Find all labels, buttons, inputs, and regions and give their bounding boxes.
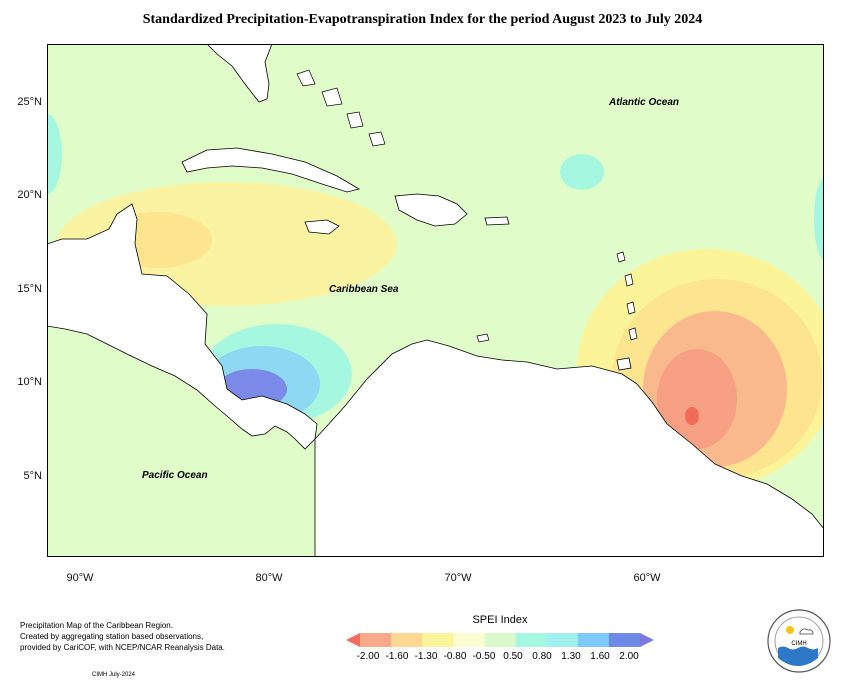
legend-tick: 1.30 <box>561 651 581 662</box>
legend-tick: -0.80 <box>443 651 467 662</box>
cuba <box>181 147 361 193</box>
legend-title: SPEI Index <box>472 614 528 626</box>
land-masses <box>47 44 824 557</box>
caribbean-sea-label: Caribbean Sea <box>329 284 399 295</box>
bahamas-2 <box>321 87 343 107</box>
map-canvas <box>47 44 824 557</box>
lat-label-10n: 10°N <box>17 376 42 388</box>
bahamas-3 <box>346 111 364 129</box>
lon-label-80w: 80°W <box>255 572 283 584</box>
lesser-antilles-3 <box>626 301 636 315</box>
legend-tick: -0.50 <box>472 651 496 662</box>
legend-swatch <box>515 633 548 647</box>
legend-swatch <box>346 633 360 647</box>
legend-tick: 1.60 <box>590 651 610 662</box>
lat-label-15n: 15°N <box>17 283 42 295</box>
hispaniola <box>394 193 468 227</box>
legend-tick: -2.00 <box>356 651 380 662</box>
yucatan-central-america <box>47 203 318 450</box>
dry-core-east <box>657 349 737 449</box>
spei-map <box>47 44 824 557</box>
florida <box>206 44 273 103</box>
lesser-antilles-2 <box>624 273 634 287</box>
lat-label-25n: 25°N <box>17 96 42 108</box>
legend-swatch <box>422 633 454 647</box>
lon-label-60w: 60°W <box>633 572 661 584</box>
bahamas-1 <box>296 69 316 87</box>
footer-line-2: Created by aggregating station based obs… <box>20 632 204 641</box>
trinidad <box>616 357 632 371</box>
south-america <box>314 339 824 557</box>
aruba-curacao <box>476 333 490 343</box>
logo-text: CIMH <box>791 641 806 647</box>
lon-label-70w: 70°W <box>444 572 472 584</box>
sun-icon <box>786 626 794 634</box>
legend-tick-labels: -2.00 -1.60 -1.30 -0.80 -0.50 0.50 0.80 … <box>346 651 654 665</box>
island-details <box>296 69 638 343</box>
jamaica <box>304 219 340 235</box>
legend-swatch <box>453 633 485 647</box>
footer-line-3: provided by CariCOF, with NCEP/NCAR Rean… <box>20 643 225 652</box>
map-title: Standardized Precipitation-Evapotranspir… <box>142 12 703 27</box>
cimh-logo: CIMH <box>767 609 831 673</box>
map-border <box>47 44 824 557</box>
atlantic-ocean-label: Atlantic Ocean <box>609 97 680 108</box>
legend-swatch <box>640 633 654 647</box>
pacific-ocean-label: Pacific Ocean <box>142 470 208 481</box>
footer-line-1: Precipitation Map of the Caribbean Regio… <box>20 621 173 630</box>
lon-label-90w: 90°W <box>66 572 94 584</box>
lesser-antilles-1 <box>616 251 626 263</box>
legend-tick: -1.30 <box>414 651 438 662</box>
puerto-rico <box>484 216 510 226</box>
legend-swatch <box>608 633 641 647</box>
wet-edge-west <box>47 114 62 194</box>
legend-swatches <box>346 633 654 647</box>
legend-swatch <box>391 633 423 647</box>
lesser-antilles-4 <box>628 327 638 341</box>
legend-swatch <box>484 633 517 647</box>
waves-icon <box>778 646 818 666</box>
legend-tick: -1.60 <box>385 651 409 662</box>
legend-tick: 2.00 <box>619 651 639 662</box>
legend-swatch <box>360 633 392 647</box>
cloud-icon <box>799 628 814 635</box>
dry-peak-east <box>685 407 699 425</box>
bahamas-4 <box>368 131 386 147</box>
lat-label-20n: 20°N <box>17 189 42 201</box>
wet-spot-atlantic <box>560 154 604 190</box>
legend-swatch <box>577 633 610 647</box>
lat-label-5n: 5°N <box>23 470 42 482</box>
legend-colorbar <box>346 633 654 647</box>
footer-description: Precipitation Map of the Caribbean Regio… <box>20 620 225 653</box>
footer-credit: CIMH July-2024 <box>92 672 136 678</box>
legend-swatch <box>546 633 579 647</box>
legend-tick: 0.80 <box>532 651 552 662</box>
wet-edge-east <box>814 179 824 259</box>
legend-tick: 0.50 <box>503 651 523 662</box>
